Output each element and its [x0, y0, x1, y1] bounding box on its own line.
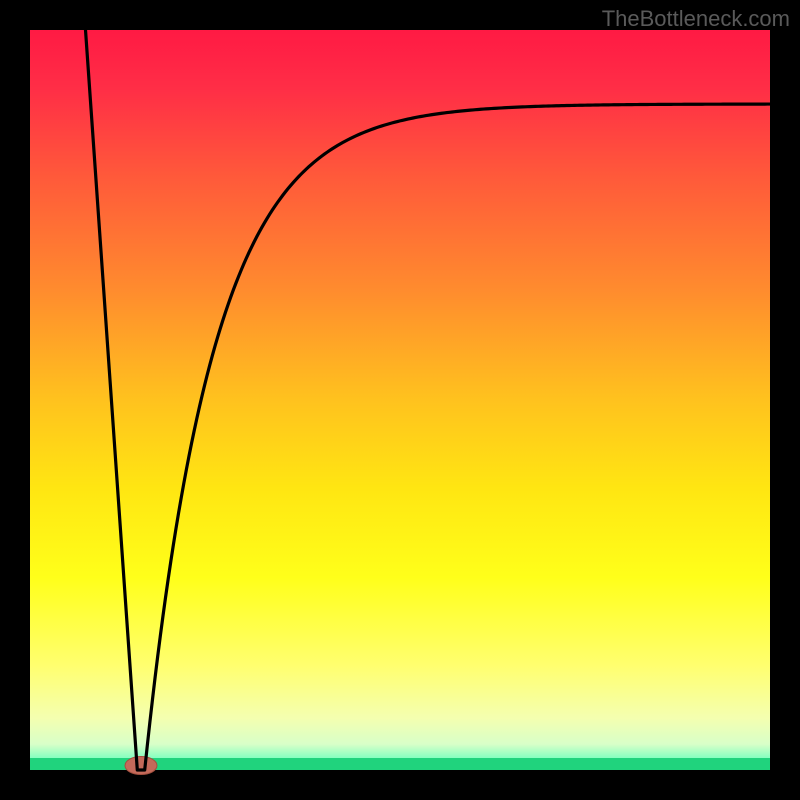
bottleneck-chart: [0, 0, 800, 800]
chart-frame: TheBottleneck.com: [0, 0, 800, 800]
watermark-label: TheBottleneck.com: [602, 6, 790, 32]
